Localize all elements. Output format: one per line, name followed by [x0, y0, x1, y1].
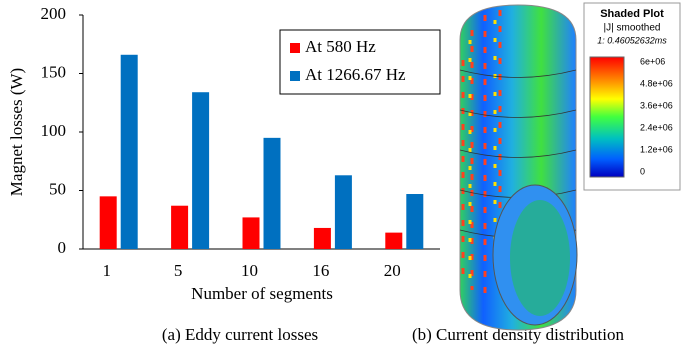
figure: Magnet losses (W) Number of segments (a)…	[0, 0, 684, 352]
contour-image	[460, 5, 577, 330]
legend-label: At 1266.67 Hz	[305, 65, 406, 84]
bar	[385, 233, 402, 249]
color-scale-label: 1.2e+06	[640, 144, 673, 154]
color-scale-label: 2.4e+06	[640, 122, 673, 132]
y-tick-label: 200	[41, 4, 67, 23]
color-scale-label: 0	[640, 166, 645, 176]
bar	[192, 92, 209, 249]
contour-time: 1: 0.46052632ms	[597, 35, 667, 45]
caption-a: (a) Eddy current losses	[162, 325, 318, 344]
bar	[264, 138, 281, 249]
x-tick-label: 5	[174, 261, 183, 280]
y-tick-label: 150	[41, 62, 67, 81]
color-scale-label: 6e+06	[640, 56, 665, 66]
y-axis-label: Magnet losses (W)	[7, 68, 26, 196]
bar	[406, 194, 423, 249]
color-scale	[590, 57, 624, 177]
bar	[100, 196, 117, 249]
contour-quantity: |J| smoothed	[604, 23, 661, 34]
bar	[121, 55, 138, 249]
bar	[243, 217, 260, 249]
legend-swatch	[290, 71, 300, 81]
bar	[314, 228, 331, 249]
x-tick-label: 20	[384, 261, 401, 280]
y-tick-label: 50	[49, 179, 66, 198]
bore-inner	[510, 200, 570, 316]
legend-swatch	[290, 43, 300, 53]
contour-legend-title: Shaded Plot	[600, 8, 664, 20]
x-tick-label: 10	[241, 261, 258, 280]
x-tick-label: 16	[312, 261, 329, 280]
color-scale-label: 3.6e+06	[640, 100, 673, 110]
bar	[335, 175, 352, 249]
bar	[171, 206, 188, 249]
y-tick-label: 0	[58, 238, 67, 257]
x-axis-label: Number of segments	[191, 284, 333, 303]
x-tick-label: 1	[102, 261, 111, 280]
legend-label: At 580 Hz	[305, 37, 376, 56]
y-tick-label: 100	[41, 121, 67, 140]
color-scale-label: 4.8e+06	[640, 78, 673, 88]
